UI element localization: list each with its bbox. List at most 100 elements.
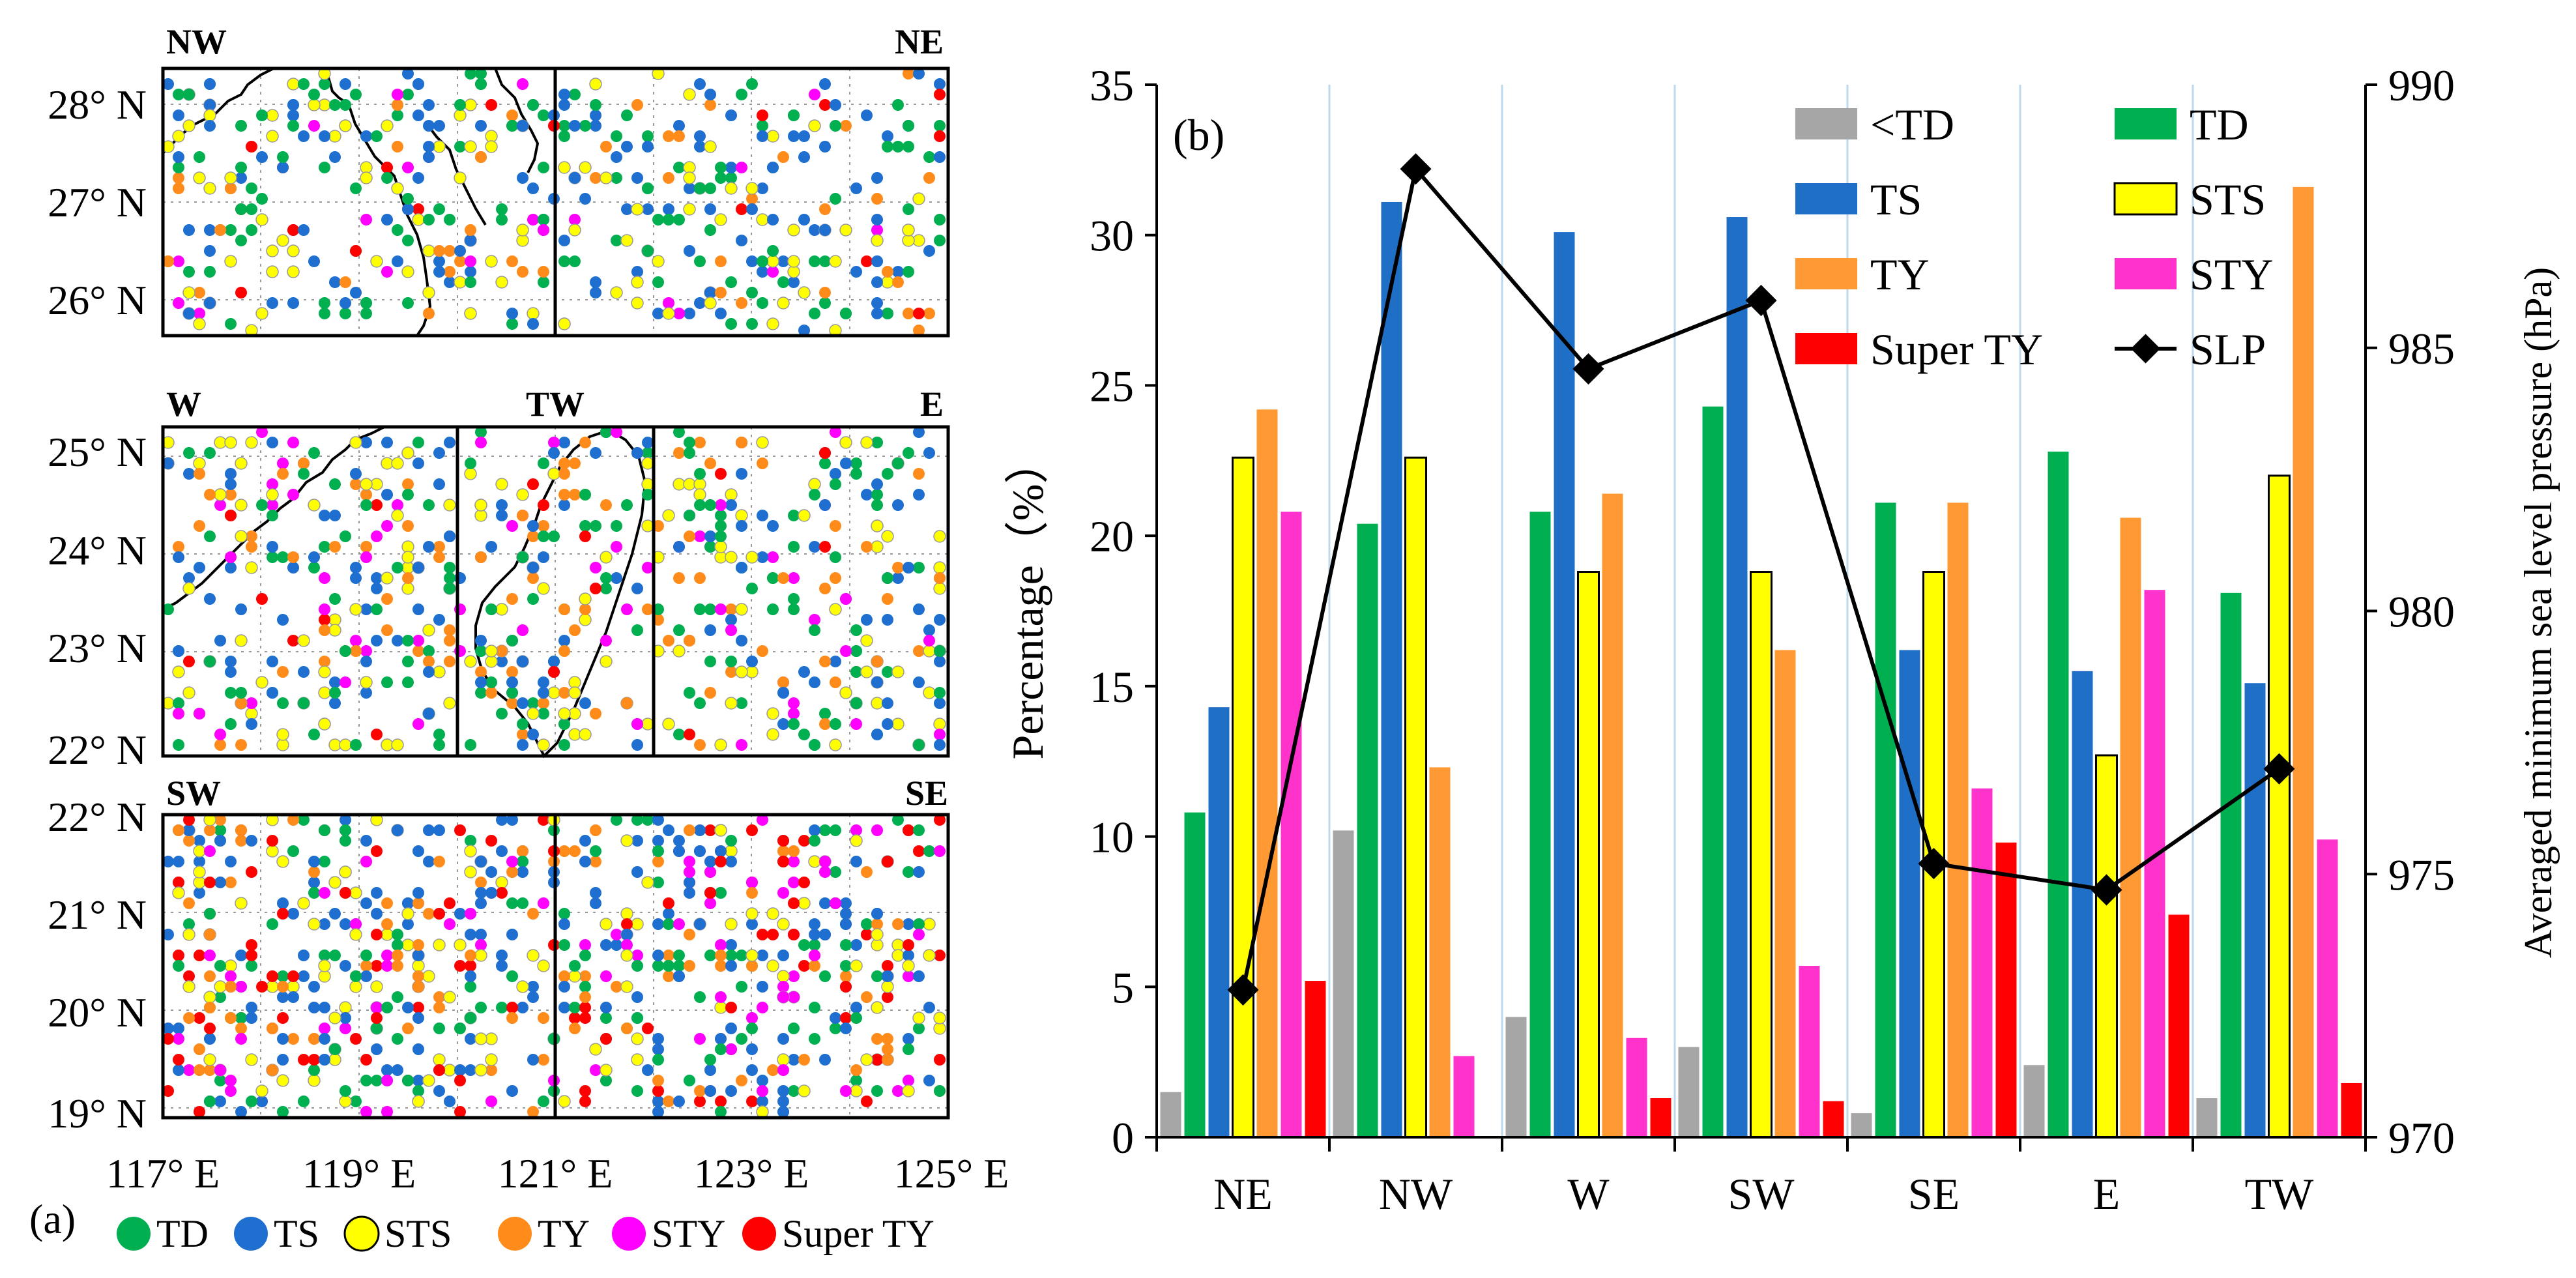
track-point [517, 551, 528, 563]
track-point [913, 468, 925, 480]
lat-tick-25: 25° N [48, 429, 147, 475]
track-point [558, 845, 570, 857]
track-point [308, 255, 320, 267]
track-point [465, 1033, 476, 1045]
track-point [381, 897, 393, 909]
track-point [235, 1033, 247, 1045]
track-point [392, 929, 403, 940]
track-point [277, 697, 289, 709]
track-point [246, 939, 257, 951]
track-point [496, 499, 508, 511]
track-point [246, 718, 257, 730]
track-point [892, 814, 904, 826]
track-point [819, 708, 831, 719]
track-point [694, 130, 706, 142]
track-point [725, 950, 737, 961]
track-point [224, 255, 237, 268]
track-point [746, 887, 758, 899]
track-point [600, 1012, 612, 1024]
track-point [475, 78, 487, 90]
track-point [819, 99, 831, 111]
track-point [319, 950, 330, 961]
track-point [766, 255, 779, 268]
track-point [798, 666, 810, 678]
track-point [454, 1075, 466, 1086]
lat-tick-21: 21° N [48, 892, 147, 938]
track-point [267, 835, 278, 847]
track-point [517, 866, 528, 878]
track-point [746, 1023, 758, 1034]
bar-sts [2095, 754, 2118, 1139]
region-label-sw: SW [166, 774, 221, 813]
track-point [402, 1002, 414, 1013]
track-point [319, 297, 330, 309]
track-point [214, 1064, 226, 1076]
track-point [746, 78, 758, 90]
track-point [913, 676, 925, 688]
track-point [725, 1002, 737, 1013]
track-point [329, 99, 341, 111]
track-point [871, 908, 883, 920]
track-point [328, 130, 341, 143]
track-point [183, 970, 195, 982]
track-point [569, 457, 581, 469]
track-point [350, 562, 362, 574]
track-point [214, 1096, 226, 1107]
track-point [194, 856, 205, 867]
track-point [266, 265, 279, 278]
track-point [173, 824, 184, 836]
track-point [225, 1012, 237, 1024]
track-point [746, 1096, 758, 1107]
track-point [496, 656, 508, 667]
track-point [558, 970, 570, 982]
track-point [371, 1023, 383, 1034]
track-point [162, 457, 174, 469]
track-point [298, 78, 310, 90]
track-point [558, 468, 570, 480]
track-point [882, 572, 893, 584]
track-point [266, 488, 279, 501]
track-point [360, 960, 372, 972]
typhoon-track-points [162, 67, 946, 1118]
track-point [267, 656, 278, 667]
track-point [527, 593, 539, 605]
track-point [903, 1043, 914, 1055]
track-point [256, 981, 268, 993]
track-point [850, 939, 862, 951]
track-point [485, 255, 498, 268]
track-point [641, 718, 654, 731]
track-point [194, 1106, 205, 1118]
track-point [475, 426, 487, 438]
track-point [829, 603, 842, 616]
track-point [401, 551, 414, 564]
track-point [235, 530, 248, 543]
track-point [340, 824, 351, 836]
track-point [402, 656, 414, 667]
track-point [788, 541, 800, 553]
track-point [350, 572, 362, 584]
track-point [684, 887, 695, 899]
track-point [495, 603, 508, 616]
track-point [506, 897, 518, 909]
track-point [319, 656, 330, 667]
track-point [757, 255, 768, 267]
bar-super-ty [2168, 914, 2190, 1137]
track-point [444, 214, 456, 225]
track-point [704, 1085, 716, 1097]
track-point [214, 814, 226, 826]
track-point [465, 266, 476, 278]
track-point [173, 162, 184, 173]
track-point [360, 897, 372, 909]
track-point [621, 499, 633, 511]
track-point [569, 172, 581, 184]
track-point [871, 970, 883, 982]
track-point [401, 446, 414, 459]
track-point [214, 877, 226, 888]
track-point [788, 1054, 800, 1066]
track-point [496, 708, 508, 719]
track-point [558, 161, 571, 174]
track-point [704, 203, 716, 215]
track-point [923, 1002, 935, 1013]
track-point [360, 171, 373, 184]
